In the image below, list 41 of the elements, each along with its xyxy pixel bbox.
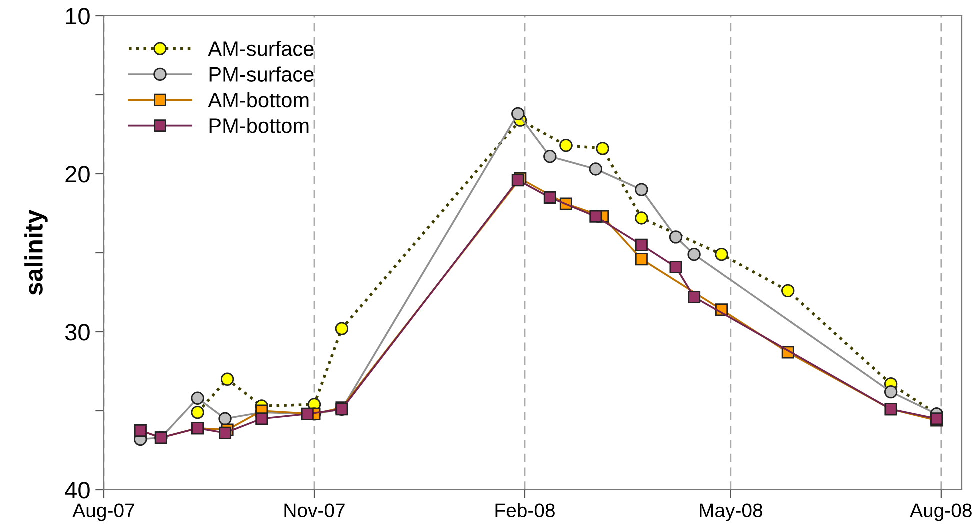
point bbox=[688, 248, 701, 262]
point bbox=[635, 238, 648, 252]
x-tick-label: Feb-08 bbox=[496, 503, 555, 518]
point bbox=[256, 412, 268, 426]
y-tick-label: 40 bbox=[65, 482, 90, 499]
point bbox=[544, 150, 557, 164]
x-tick-label: Aug-07 bbox=[72, 504, 134, 522]
y-axis-title: salinity bbox=[24, 210, 48, 296]
point bbox=[635, 253, 648, 266]
x-tick-label: Aug-08 bbox=[910, 504, 972, 522]
point bbox=[335, 322, 349, 336]
point bbox=[589, 162, 603, 176]
point bbox=[635, 212, 648, 225]
point bbox=[220, 372, 234, 386]
point bbox=[688, 290, 701, 304]
point bbox=[669, 230, 683, 244]
point bbox=[218, 412, 232, 426]
point bbox=[635, 183, 648, 196]
point bbox=[544, 191, 556, 204]
point bbox=[715, 248, 728, 262]
legend-label: AM-surface bbox=[208, 41, 314, 56]
y-tick-label: 20 bbox=[66, 166, 90, 183]
point bbox=[219, 426, 232, 440]
y-tick-label: 10 bbox=[66, 8, 90, 25]
point bbox=[596, 142, 610, 156]
legend-label: AM-bottom bbox=[208, 92, 309, 108]
point bbox=[512, 174, 524, 187]
legend-label: PM-bottom bbox=[210, 118, 309, 134]
point bbox=[560, 138, 573, 152]
y-tick-label: 30 bbox=[65, 324, 90, 341]
point bbox=[512, 107, 525, 121]
x-tick-label: May-08 bbox=[700, 504, 762, 522]
legend-label: PM-surface bbox=[210, 66, 314, 82]
point bbox=[884, 385, 898, 399]
point bbox=[782, 284, 795, 298]
x-tick-label: Nov-07 bbox=[284, 504, 345, 518]
point bbox=[590, 210, 602, 223]
point bbox=[670, 260, 682, 274]
point bbox=[301, 408, 314, 420]
point bbox=[191, 392, 204, 405]
point bbox=[191, 406, 204, 420]
